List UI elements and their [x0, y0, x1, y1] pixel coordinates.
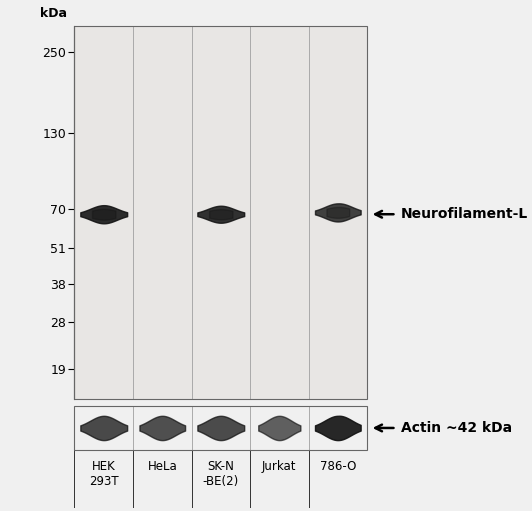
Text: Neurofilament-L: Neurofilament-L — [401, 207, 528, 221]
Text: Jurkat: Jurkat — [262, 460, 296, 473]
Text: HeLa: HeLa — [147, 460, 177, 473]
Text: HEK
293T: HEK 293T — [89, 460, 119, 488]
Text: Actin ~42 kDa: Actin ~42 kDa — [401, 421, 512, 435]
Text: SK-N
-BE(2): SK-N -BE(2) — [203, 460, 239, 488]
Text: kDa: kDa — [40, 7, 67, 20]
Text: 786-O: 786-O — [320, 460, 356, 473]
